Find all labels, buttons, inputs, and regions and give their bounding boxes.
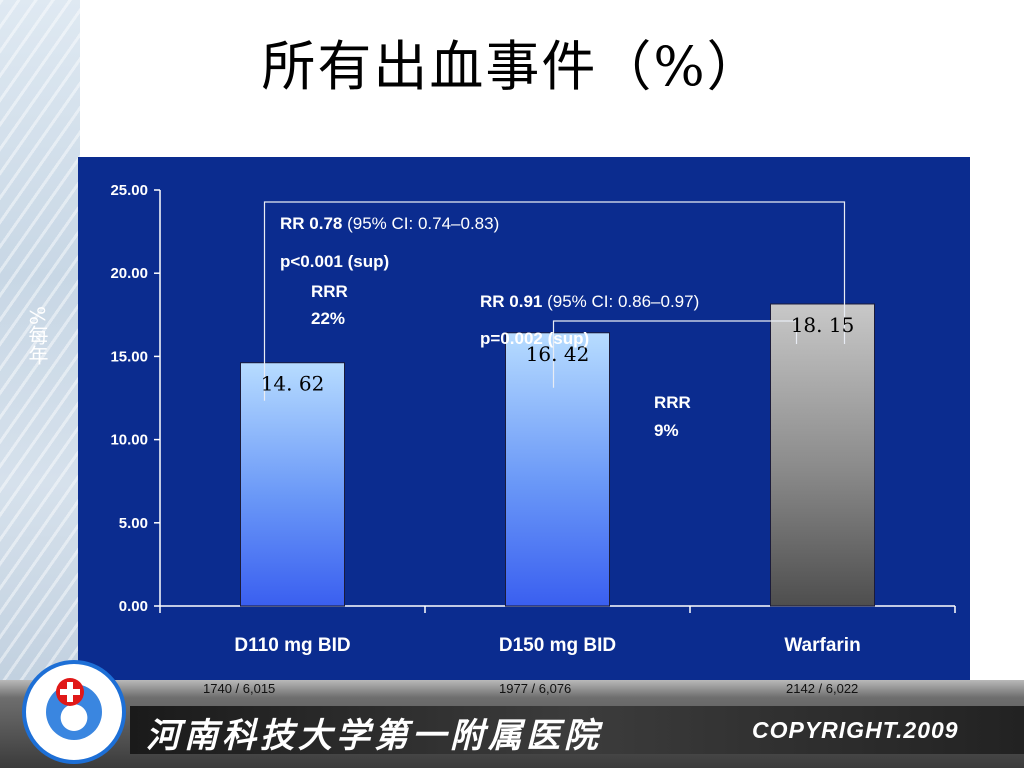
bar-value-labels: 14. 62 16. 42 18. 15 <box>261 313 855 396</box>
bracket-d150-vs-warfarin <box>552 320 798 388</box>
y-tick-label: 15.00 <box>110 348 148 365</box>
rrr-cmp2-value: 9% <box>654 421 679 440</box>
y-tick-label: 0.00 <box>119 598 148 615</box>
bar-d150-mg-bid <box>505 332 610 607</box>
bar-value-label: 18. 15 <box>791 313 855 337</box>
rr-cmp1-value: RR 0.78 <box>280 214 342 233</box>
y-tick-label: 20.00 <box>110 265 148 282</box>
x-category-labels: D110 mg BID D150 mg BID Warfarin <box>234 635 860 656</box>
y-tick-label: 25.00 <box>110 182 148 199</box>
y-tick-label: 5.00 <box>119 515 148 532</box>
rr-cmp2-value: RR 0.91 <box>480 292 542 311</box>
hospital-logo <box>22 660 126 764</box>
y-tick-label: 10.00 <box>110 432 148 449</box>
x-category-label: Warfarin <box>784 635 860 656</box>
bars <box>240 303 875 607</box>
rrr-cmp1-label: RRR <box>311 282 348 301</box>
x-category-label: D110 mg BID <box>234 635 350 656</box>
rr-cmp1-text: RR 0.78 (95% CI: 0.74–0.83) <box>280 214 499 233</box>
count-warfarin: 2142 / 6,022 <box>786 681 859 696</box>
count-d150: 1977 / 6,076 <box>499 681 572 696</box>
hospital-name: 河南科技大学第一附属医院 <box>146 716 602 756</box>
bar-value-label: 16. 42 <box>526 342 590 366</box>
bar-value-label: 14. 62 <box>261 372 325 396</box>
y-axis-label: %每年 <box>25 306 49 366</box>
x-category-label: D150 mg BID <box>499 635 616 656</box>
bar-warfarin <box>770 303 875 607</box>
bracket-d110-vs-warfarin <box>263 201 846 401</box>
count-d110: 1740 / 6,015 <box>203 681 276 696</box>
decorative-side-panel <box>0 0 80 690</box>
rr-cmp1-ci: (95% CI: 0.74–0.83) <box>342 214 499 233</box>
rrr-cmp1-value: 22% <box>311 309 345 328</box>
p-value-cmp2: p=0.002 (sup) <box>480 329 589 348</box>
footer-band <box>130 706 1024 754</box>
rr-cmp2-text: RR 0.91 (95% CI: 0.86–0.97) <box>480 292 699 311</box>
p-value-cmp1: p<0.001 (sup) <box>280 252 389 271</box>
rrr-cmp2-label: RRR <box>654 393 691 412</box>
bar-d110-mg-bid <box>240 362 345 607</box>
rr-cmp2-ci: (95% CI: 0.86–0.97) <box>542 292 699 311</box>
copyright-text: COPYRIGHT.2009 <box>752 717 959 743</box>
y-tick-labels: 0.00 5.00 10.00 15.00 20.00 25.00 <box>110 182 148 615</box>
comparison-brackets <box>263 201 846 401</box>
slide-title: 所有出血事件（%） <box>261 35 763 98</box>
